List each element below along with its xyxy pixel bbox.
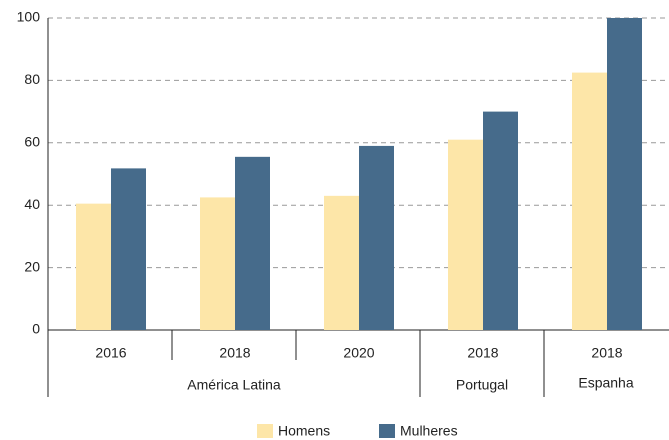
x-tick-label: 2018 <box>219 345 250 361</box>
bar <box>111 168 146 330</box>
x-tick-label: 2020 <box>343 345 374 361</box>
legend-swatch <box>379 424 395 438</box>
group-label: Portugal <box>456 377 508 393</box>
y-tick-label: 40 <box>24 196 40 212</box>
legend-label: Mulheres <box>400 423 458 439</box>
bar <box>235 156 270 330</box>
y-tick-label: 20 <box>24 258 40 274</box>
bar <box>483 111 518 330</box>
y-tick-label: 0 <box>32 321 40 337</box>
bar <box>607 18 642 330</box>
bar <box>76 203 111 330</box>
group-label: Espanha <box>578 375 633 391</box>
bar <box>324 195 359 330</box>
group-label: América Latina <box>187 377 281 393</box>
y-tick-label: 80 <box>24 71 40 87</box>
x-tick-label: 2016 <box>95 345 126 361</box>
x-tick-label: 2018 <box>591 345 622 361</box>
legend-label: Homens <box>278 423 330 439</box>
bar <box>448 139 483 330</box>
legend-swatch <box>257 424 273 438</box>
bar <box>200 197 235 330</box>
bar <box>359 145 394 330</box>
bar <box>572 72 607 330</box>
y-tick-label: 60 <box>24 134 40 150</box>
x-tick-label: 2018 <box>467 345 498 361</box>
y-tick-label: 100 <box>17 9 41 25</box>
